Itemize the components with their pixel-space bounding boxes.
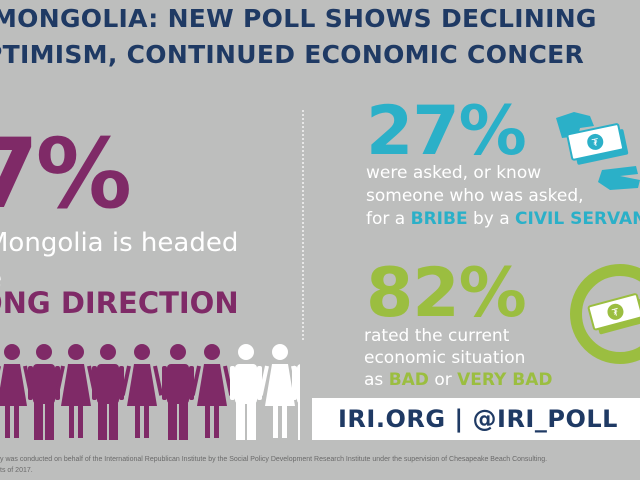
person-icon	[230, 344, 262, 440]
footer-text[interactable]: IRI.ORG | @IRI_POLL	[338, 405, 618, 433]
civil-servant-highlight: CIVIL SERVANT	[515, 209, 640, 229]
bribe-stat-line-3: for a BRIBE by a CIVIL SERVANT	[366, 208, 640, 230]
bribe-line3-prefix: for a	[366, 209, 411, 229]
bribe-stat-value: 27%	[366, 92, 527, 171]
footer-banner	[312, 398, 640, 440]
left-stat-value: 7%	[0, 118, 132, 230]
bribe-highlight: BRIBE	[410, 209, 468, 229]
bribe-line3-mid: by a	[467, 209, 516, 229]
bad-highlight: BAD	[388, 370, 429, 390]
people-chart	[0, 344, 300, 440]
economy-stat-line-1: rated the current	[364, 326, 510, 346]
very-bad-highlight: VERY BAD	[457, 370, 553, 390]
bribe-stat-line-1: were asked, or know	[366, 163, 542, 183]
person-icon	[54, 344, 98, 438]
column-divider	[302, 110, 304, 340]
person-icon	[292, 364, 300, 440]
left-stat-line-1: Mongolia is headed	[0, 228, 239, 258]
economy-line3-mid: or	[428, 370, 458, 390]
footnote-line-1: y was conducted on behalf of the Interna…	[0, 456, 548, 463]
person-icon	[162, 344, 194, 440]
title-line-1: MONGOLIA: NEW POLL SHOWS DECLINING	[0, 4, 597, 33]
title-line-2: PTIMISM, CONTINUED ECONOMIC CONCER	[0, 40, 585, 69]
hand-money-icon: ₮	[556, 112, 640, 190]
person-icon	[190, 344, 234, 438]
svg-text:₮: ₮	[611, 307, 621, 319]
economy-stat-value: 82%	[366, 254, 527, 333]
bribe-stat-line-2: someone who was asked,	[366, 186, 584, 206]
money-circle-icon: ₮	[570, 264, 640, 364]
economy-stat-line-2: economic situation	[364, 348, 526, 368]
svg-text:₮: ₮	[591, 137, 600, 149]
economy-stat-line-3: as BAD or VERY BAD	[364, 369, 553, 391]
left-stat-line-3: ONG DIRECTION	[0, 286, 239, 320]
person-icon	[120, 344, 164, 438]
footnote-line-2: ts of 2017.	[0, 467, 33, 474]
economy-line3-prefix: as	[364, 370, 389, 390]
left-stat-line-2: e	[0, 264, 2, 294]
person-icon	[92, 344, 124, 440]
person-icon	[28, 344, 60, 440]
